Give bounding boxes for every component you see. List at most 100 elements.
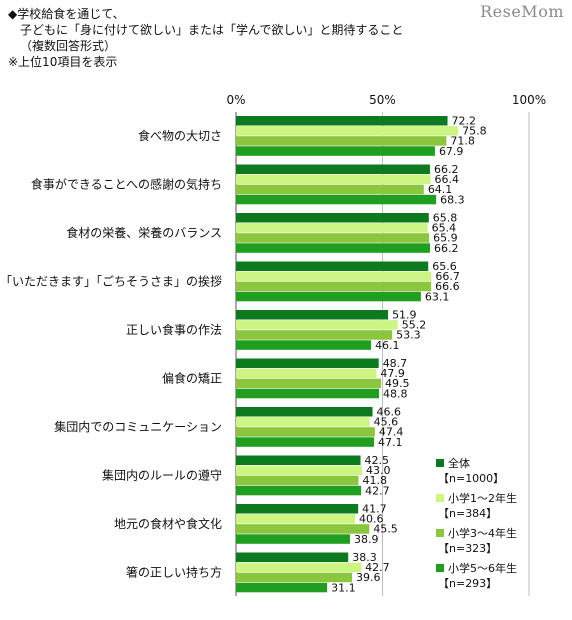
data-label: 46.1 xyxy=(375,339,400,352)
data-label: 38.3 xyxy=(352,551,377,564)
bar xyxy=(236,388,379,399)
data-label: 49.5 xyxy=(385,377,410,390)
legend-series-n: 【n=323】 xyxy=(438,542,497,555)
bar xyxy=(236,582,328,593)
data-label: 42.5 xyxy=(365,454,390,467)
data-label: 66.2 xyxy=(434,242,459,255)
data-label: 47.9 xyxy=(380,367,405,380)
data-label: 39.6 xyxy=(356,571,381,584)
bar xyxy=(236,358,379,368)
bar xyxy=(236,136,447,146)
data-label: 42.7 xyxy=(365,484,390,497)
category-label: 地元の食材や食文化 xyxy=(114,516,222,531)
bar xyxy=(236,407,373,417)
bar xyxy=(236,116,448,126)
category-label: 食材の栄養、栄養のバランス xyxy=(66,225,222,240)
bar xyxy=(236,261,429,271)
category-label: 食事ができることへの感謝の気持ち xyxy=(31,177,222,192)
bar xyxy=(236,368,377,379)
bar xyxy=(236,243,430,253)
bar xyxy=(236,194,437,205)
data-label: 42.7 xyxy=(365,561,390,574)
bar xyxy=(236,562,362,573)
x-tick-label: 50% xyxy=(369,93,396,107)
data-label: 53.3 xyxy=(396,329,421,342)
bar xyxy=(236,223,428,233)
bar xyxy=(236,126,459,136)
data-label: 38.9 xyxy=(354,533,379,546)
legend-series-n: 【n=384】 xyxy=(438,507,497,520)
data-label: 47.4 xyxy=(379,426,404,439)
bar xyxy=(236,340,372,350)
legend-swatch xyxy=(436,459,444,467)
data-label: 55.2 xyxy=(402,319,427,332)
bar xyxy=(236,437,375,447)
bar xyxy=(236,146,435,156)
bar xyxy=(236,504,359,514)
bar xyxy=(236,485,362,496)
bar xyxy=(236,164,430,174)
category-label: 偏食の矯正 xyxy=(162,371,222,386)
legend-series-name: 小学3～4年生 xyxy=(448,526,517,540)
legend-series-name: 小学5～6年生 xyxy=(448,561,517,575)
bar xyxy=(236,281,432,292)
data-label: 66.6 xyxy=(435,280,460,293)
data-label: 64.1 xyxy=(428,183,453,196)
bar xyxy=(236,427,375,437)
legend-series-n: 【n=1000】 xyxy=(438,472,504,485)
x-tick-label: 100% xyxy=(512,93,546,107)
data-label: 51.9 xyxy=(392,309,417,322)
bar xyxy=(236,330,393,340)
header-line-4: ※上位10項目を表示 xyxy=(8,55,118,69)
bar xyxy=(236,524,370,534)
data-label: 72.2 xyxy=(452,115,477,128)
data-label: 65.6 xyxy=(432,260,457,273)
legend-series-name: 全体 xyxy=(448,456,470,470)
bar xyxy=(236,213,429,223)
bar xyxy=(236,572,353,583)
data-label: 68.3 xyxy=(440,193,465,206)
legend-swatch xyxy=(436,529,444,537)
x-tick-label: 0% xyxy=(226,93,245,107)
data-label: 46.6 xyxy=(377,406,402,419)
bar xyxy=(236,465,362,476)
data-label: 65.9 xyxy=(433,232,458,245)
data-label: 75.8 xyxy=(462,125,487,138)
data-label: 45.6 xyxy=(374,416,399,429)
bar xyxy=(236,310,389,320)
bar xyxy=(236,291,421,302)
legend-series-name: 小学1～2年生 xyxy=(448,491,517,505)
data-label: 66.7 xyxy=(435,270,460,283)
bar xyxy=(236,233,430,243)
data-label: 41.7 xyxy=(362,503,387,516)
header-line-1: ◆学校給食を通じて、 xyxy=(8,7,125,21)
data-label: 67.9 xyxy=(439,145,464,158)
legend-series-n: 【n=293】 xyxy=(438,577,497,590)
bar xyxy=(236,184,424,195)
header-line-2: 子どもに「身に付けて欲しい」または「学んで欲しい」と期待すること xyxy=(20,23,404,37)
data-label: 45.5 xyxy=(373,523,398,536)
data-label: 47.1 xyxy=(378,436,403,449)
bar xyxy=(236,174,431,185)
data-label: 63.1 xyxy=(425,290,450,303)
category-label: 集団内でのコミュニケーション xyxy=(54,419,222,434)
category-label: 正しい食事の作法 xyxy=(126,322,222,337)
data-label: 43.0 xyxy=(366,464,391,477)
bar xyxy=(236,475,359,486)
data-label: 40.6 xyxy=(359,513,384,526)
category-label: 箸の正しい持ち方 xyxy=(126,565,222,580)
legend-swatch xyxy=(436,494,444,502)
category-label: 集団内のルールの遵守 xyxy=(102,468,222,483)
data-label: 66.2 xyxy=(434,163,459,176)
bar xyxy=(236,455,361,465)
header-line-3: （複数回答形式） xyxy=(20,39,117,53)
data-label: 48.7 xyxy=(383,357,408,370)
bar xyxy=(236,552,349,562)
legend-swatch xyxy=(436,564,444,572)
bar xyxy=(236,378,382,389)
bar xyxy=(236,417,370,427)
data-label: 31.1 xyxy=(331,581,356,594)
resemom-logo: ReseMom xyxy=(480,2,564,21)
data-label: 65.4 xyxy=(432,222,457,235)
